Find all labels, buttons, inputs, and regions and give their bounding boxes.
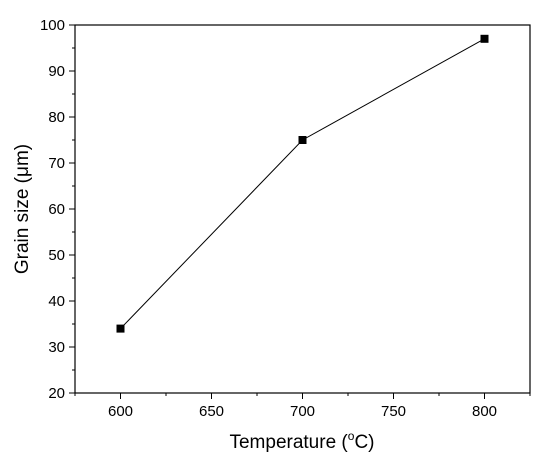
y-tick-label: 80 [48, 109, 65, 126]
data-point [480, 34, 489, 43]
y-tick-label: 20 [48, 385, 65, 402]
y-tick-label: 60 [48, 201, 65, 218]
y-tick-label: 40 [48, 293, 65, 310]
data-point [298, 136, 307, 144]
x-tick-label: 750 [381, 403, 406, 420]
data-point [116, 324, 125, 333]
y-tick-label: 90 [48, 63, 65, 80]
x-tick-label: 600 [108, 403, 133, 420]
x-tick-label: 700 [290, 403, 315, 420]
x-axis-label: Temperature (oC) [229, 429, 374, 453]
plot-frame [74, 24, 531, 394]
y-axis-label: Grain size (μm) [12, 144, 33, 274]
y-tick-label: 30 [48, 339, 65, 356]
y-tick-label: 70 [48, 155, 65, 172]
series-line [120, 38, 485, 329]
x-tick-label: 800 [472, 403, 497, 420]
y-tick-label: 50 [48, 247, 65, 264]
x-tick-label: 650 [199, 403, 224, 420]
y-tick-label: 100 [40, 17, 65, 34]
